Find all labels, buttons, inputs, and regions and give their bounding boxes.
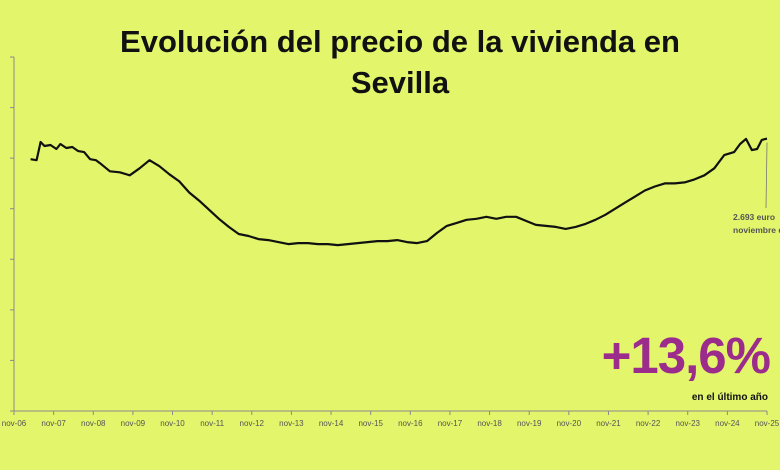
x-tick-label: nov-07 [41,419,66,428]
x-tick-label: nov-09 [121,419,146,428]
x-tick-label: nov-08 [81,419,106,428]
x-tick-label: nov-18 [477,419,502,428]
x-tick-label: nov-17 [438,419,463,428]
price-series-line [30,137,768,247]
x-tick-label: nov-19 [517,419,542,428]
annual-change-stat: +13,6% [601,327,771,384]
annual-change-caption: en el último año [691,392,768,403]
x-tick-label: nov-24 [715,419,740,428]
callout-leader-line [765,142,768,209]
x-tick-label: nov-15 [358,419,383,428]
chart-title-line-1: Evolución del precio de la vivienda en [120,24,680,59]
last-value-callout-date: noviembre d [733,225,780,235]
x-tick-label: nov-22 [636,419,661,428]
x-tick-label: nov-13 [279,419,304,428]
chart-title-line-2: Sevilla [350,64,450,100]
last-value-callout-price: 2.693 euro [733,212,776,222]
x-tick-label: nov-11 [200,419,224,428]
chart-title: Evolución del precio de la vivienda en S… [40,22,760,104]
x-tick-label: nov-06 [2,419,27,428]
x-tick-label: nov-25 [755,419,780,428]
x-tick-label: nov-14 [319,419,344,428]
x-tick-label: nov-12 [240,419,265,428]
x-tick-label: nov-21 [596,419,621,428]
x-tick-label: nov-16 [398,419,423,428]
x-tick-label: nov-10 [160,419,185,428]
x-tick-label: nov-23 [676,419,701,428]
x-tick-label: nov-20 [557,419,582,428]
